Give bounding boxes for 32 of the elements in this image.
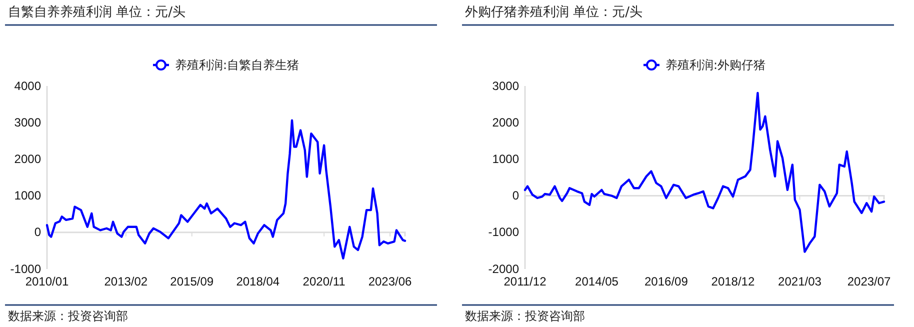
y-tick-label: 3000 — [492, 78, 520, 93]
x-tick-label: 2014/05 — [575, 274, 619, 289]
y-tick-label: 2000 — [492, 115, 520, 130]
x-tick-label: 2020/11 — [302, 274, 346, 289]
source-note: 数据来源：投资咨询部 — [8, 309, 128, 323]
y-tick-label: 1000 — [492, 152, 520, 166]
x-tick-label: 2023/07 — [847, 274, 892, 289]
chart-title: 外购仔猪养殖利润 单位：元/头 — [465, 4, 643, 20]
line-series — [524, 92, 886, 253]
y-tick-label: 0 — [34, 225, 42, 240]
y-tick-label: 4000 — [14, 78, 42, 93]
y-tick-label: -1000 — [10, 262, 42, 276]
x-tick-label: 2013/02 — [104, 274, 148, 289]
y-tick-label: 3000 — [14, 115, 42, 130]
y-tick-label: -2000 — [488, 262, 520, 276]
x-tick-label: 2023/06 — [368, 274, 412, 289]
x-tick-label: 2016/09 — [644, 274, 688, 289]
x-tick-label: 2018/12 — [711, 274, 755, 289]
legend-label: 养殖利润:外购仔猪 — [665, 58, 766, 72]
x-tick-label: 2021/03 — [778, 274, 822, 289]
x-tick-label: 2010/01 — [25, 274, 70, 289]
y-tick-label: 1000 — [14, 188, 42, 203]
legend-label: 养殖利润:自繁自养生猪 — [174, 58, 300, 72]
x-tick-label: 2018/04 — [236, 274, 280, 289]
source-note: 数据来源：投资咨询部 — [465, 309, 585, 323]
chart-title: 自繁自养养殖利润 单位：元/头 — [8, 4, 186, 20]
y-tick-label: 2000 — [14, 152, 42, 166]
y-tick-label: 0 — [512, 188, 520, 203]
line-series — [46, 119, 406, 260]
x-tick-label: 2011/12 — [504, 274, 547, 289]
x-tick-label: 2015/09 — [170, 274, 214, 289]
y-tick-label: -1000 — [488, 225, 520, 240]
